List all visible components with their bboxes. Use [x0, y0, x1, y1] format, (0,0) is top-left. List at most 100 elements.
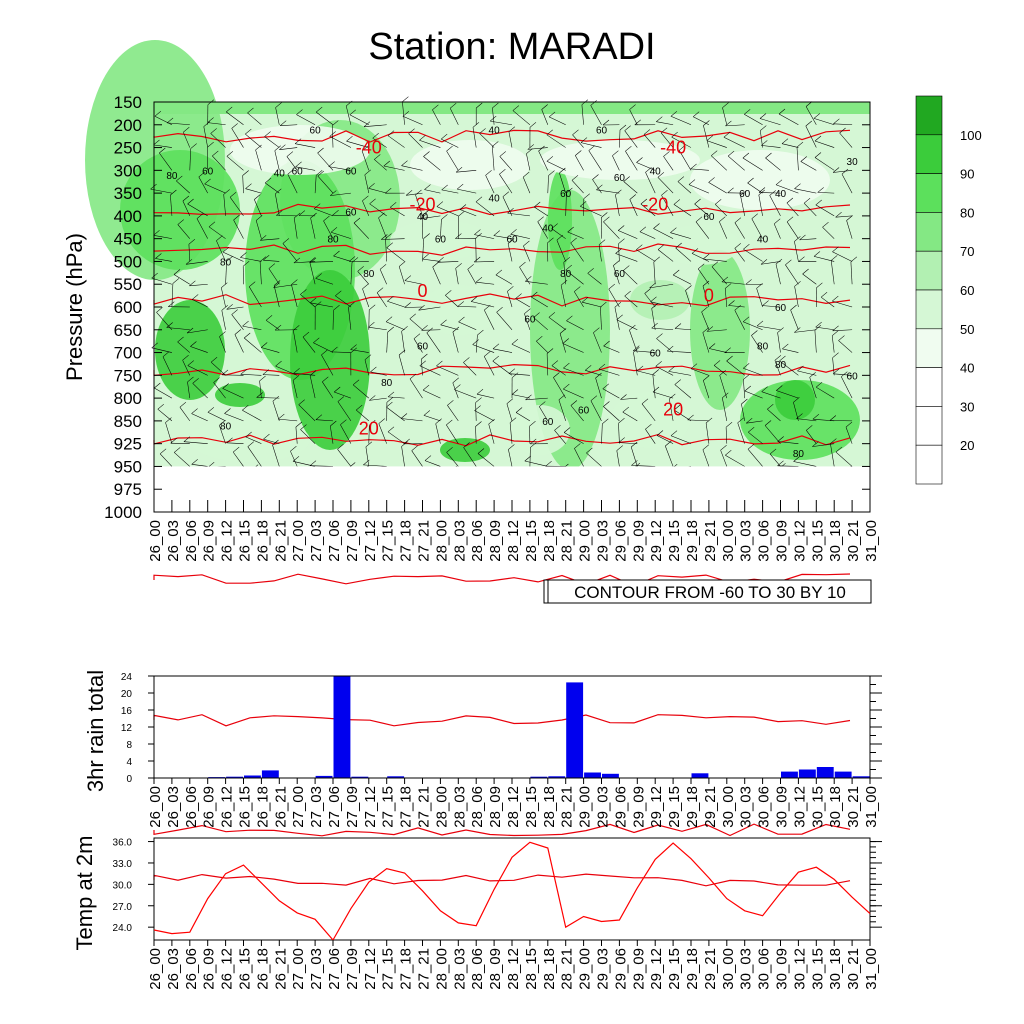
rain-bar: [351, 776, 369, 778]
wind-barb-flag: [292, 456, 300, 462]
wind-barb: [586, 452, 602, 467]
wind-barb: [715, 204, 727, 217]
time-tick-label: 26_00: [147, 520, 164, 562]
wind-barb: [212, 155, 226, 171]
wind-barb-flag: [213, 377, 220, 383]
wind-barb: [675, 247, 692, 262]
wind-barb-flag: [216, 235, 223, 241]
wind-barb: [585, 370, 602, 376]
time-tick-label: 26_03: [165, 520, 182, 562]
wind-barb-flag: [653, 223, 660, 229]
wind-barb: [446, 452, 459, 467]
temp-time-label: 29_03: [595, 948, 612, 990]
time-tick-label: 30_21: [845, 520, 862, 562]
temp-time-label: 29_15: [666, 948, 683, 990]
wind-barb-flag: [622, 406, 629, 413]
wind-barb-flag: [703, 375, 710, 381]
rain-time-label: 26_09: [201, 786, 218, 828]
wind-barb: [247, 446, 262, 467]
wind-barb-flag: [330, 420, 337, 427]
wind-barb-flag: [422, 210, 429, 216]
colorbar-label: 20: [960, 438, 974, 453]
wind-barb: [814, 330, 817, 353]
pressure-tick-label: 600: [114, 298, 142, 317]
temp-time-label: 26_06: [183, 948, 200, 990]
wind-barb-flag: [441, 133, 448, 140]
wind-barb: [485, 175, 495, 194]
isotherm-line-5: [153, 433, 851, 447]
wind-barb-flag: [538, 145, 545, 152]
wind-barb: [293, 330, 298, 353]
wind-barb: [624, 295, 638, 308]
wind-barb: [629, 109, 638, 125]
colorbar-label: 60: [960, 283, 974, 298]
wind-barb-flag: [356, 404, 363, 411]
wind-barb: [334, 391, 351, 399]
colorbar-box: [915, 95, 943, 136]
wind-barb: [421, 358, 423, 376]
wind-barb-flag: [474, 405, 481, 411]
wind-barb: [170, 194, 173, 216]
wind-barb-flag: [813, 251, 821, 257]
rain-time-label: 27_00: [290, 786, 307, 828]
wind-barb: [802, 273, 817, 285]
wind-barb-flag: [423, 151, 430, 157]
wind-barb: [309, 261, 334, 263]
wind-barb-flag: [474, 256, 481, 263]
wind-barb: [790, 309, 799, 330]
rain-time-label: 29_18: [684, 786, 701, 828]
colorbar-box: [915, 212, 943, 252]
wind-barb-flag: [187, 360, 194, 366]
wind-barb: [526, 153, 531, 171]
wind-barb-flag: [743, 243, 750, 250]
cross-section-panel: 1502002503003504004505005506006507007508…: [62, 40, 880, 887]
wind-barb: [726, 360, 745, 376]
time-tick-label: 30_06: [756, 520, 773, 562]
wind-barb: [633, 350, 656, 353]
pressure-tick-label: 950: [114, 457, 142, 476]
rh-contour-label: 60: [435, 235, 447, 246]
wind-barb-flag: [694, 198, 701, 205]
wind-barb-flag: [761, 140, 768, 146]
wind-barb: [830, 260, 835, 285]
wind-barb: [316, 111, 334, 125]
wind-barb: [519, 266, 531, 285]
wind-barb: [744, 114, 763, 126]
wind-barb: [630, 446, 638, 467]
wind-barb: [702, 332, 710, 353]
time-tick-label: 29_09: [630, 520, 647, 562]
wind-barb-flag: [293, 257, 301, 264]
wind-barb: [315, 278, 334, 285]
wind-barb: [533, 317, 548, 330]
wind-barb-flag: [548, 170, 555, 176]
wind-barb-flag: [170, 437, 177, 444]
wind-barb-flag: [745, 279, 752, 285]
wind-barb: [620, 397, 638, 400]
wind-barb-flag: [457, 301, 464, 307]
temp-time-label: 28_18: [541, 948, 558, 990]
wind-barb: [370, 371, 387, 376]
wind-barb-flag: [294, 212, 301, 219]
wind-barb: [234, 334, 244, 353]
wind-barb: [189, 283, 208, 287]
isotherm-line-3: [153, 293, 851, 307]
wind-barb-flag: [629, 324, 636, 331]
wind-barb-flag: [385, 316, 393, 322]
wind-barb: [264, 182, 280, 194]
wind-barb-flag: [706, 135, 714, 141]
rh-contour-label: 60: [345, 166, 357, 177]
wind-barb-flag: [511, 389, 519, 395]
wind-barb-flag: [364, 354, 372, 360]
wind-barb-flag: [154, 382, 161, 389]
wind-barb-flag: [602, 383, 609, 390]
wind-barb: [222, 251, 244, 262]
temp-series-line: [153, 841, 871, 942]
wind-barb: [191, 413, 208, 422]
wind-barb: [323, 220, 334, 239]
wind-barb-flag: [446, 447, 453, 453]
wind-barb: [687, 419, 709, 422]
wind-barb-flag: [802, 268, 809, 275]
wind-barb-flag: [196, 213, 204, 219]
temp-time-label: 26_21: [272, 948, 289, 990]
wind-barb-flag: [441, 214, 448, 220]
